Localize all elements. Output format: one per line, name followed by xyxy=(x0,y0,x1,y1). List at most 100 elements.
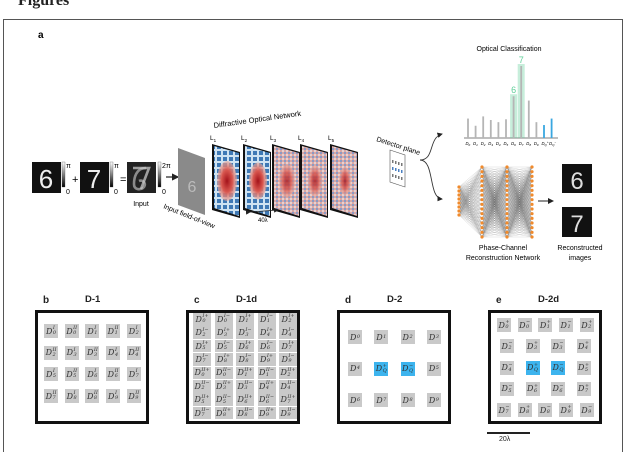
detector-cell: D I− 9 xyxy=(279,353,297,366)
cell-label: D xyxy=(194,408,201,418)
cell-subscript: 9 xyxy=(287,412,291,419)
panel-e-title: D-2d xyxy=(538,294,560,305)
cell-label: D xyxy=(349,332,357,342)
cell-label: D xyxy=(215,381,223,391)
cell-subscript: 5 xyxy=(202,345,206,352)
cell-subscript: 6 xyxy=(94,373,98,380)
cell-superscript: II xyxy=(93,390,98,397)
cell-subscript: 9 xyxy=(567,409,571,416)
detector-cell: D II− 7 xyxy=(193,406,211,420)
reconstructed-image-6: 6 xyxy=(562,164,592,195)
cell-superscript: + xyxy=(505,319,510,325)
detector-cell: D II 5 xyxy=(64,367,79,382)
cell-subscript: 7 xyxy=(505,409,509,416)
cell-superscript: II+ xyxy=(222,380,232,387)
cell-label: D xyxy=(215,408,223,418)
network-node xyxy=(457,189,461,193)
quadrature-detector-cell: D + Q xyxy=(525,360,540,375)
network-node xyxy=(505,174,509,178)
network-node xyxy=(505,212,509,216)
cell-label: D xyxy=(402,332,409,342)
cell-superscript: II xyxy=(52,346,57,353)
detector-cell: D I− 0 xyxy=(214,313,233,326)
cell-superscript: I+ xyxy=(266,353,274,360)
network-node xyxy=(505,170,509,174)
cell-label: D xyxy=(539,405,547,415)
cell-label: D xyxy=(526,363,534,373)
detector-cell: D −3 xyxy=(551,339,565,354)
input-fov-plane xyxy=(178,148,205,215)
cell-label: D xyxy=(501,341,508,351)
cell-superscript: II− xyxy=(201,407,210,414)
detector-cell: D +8 xyxy=(517,403,532,418)
detector-cell: D II− 3 xyxy=(236,380,254,393)
detector-cell: D II+ 6 xyxy=(236,393,254,406)
tick-label: D4 xyxy=(496,141,501,147)
cell-label: D xyxy=(428,395,436,405)
cell-label: D xyxy=(195,354,202,364)
recon-network-label: Phase-Channel xyxy=(479,245,528,252)
cell-subscript: Q xyxy=(559,366,564,373)
cell-label: D xyxy=(237,395,244,405)
cell-label: D xyxy=(402,395,409,405)
network-node xyxy=(505,165,509,169)
cell-superscript: II+ xyxy=(287,366,296,373)
cell-label: D xyxy=(108,391,115,401)
detector-layout-D-2d xyxy=(488,310,602,424)
cell-subscript: 8 xyxy=(244,412,248,419)
detector-cell: D I+ 1 xyxy=(236,313,254,326)
cell-label: D xyxy=(281,314,288,324)
recon-network-label: Reconstruction Network xyxy=(466,255,541,262)
network-node xyxy=(480,198,484,202)
cell-subscript: 7 xyxy=(201,412,205,419)
cell-subscript: 7 xyxy=(584,387,589,394)
bar-D0 xyxy=(467,118,469,138)
cell-label: D xyxy=(216,354,224,364)
network-node xyxy=(505,207,509,211)
detector-cell: D I− 5 xyxy=(214,339,233,353)
cell-label: D xyxy=(195,328,202,338)
network-node xyxy=(457,209,461,213)
cell-superscript: + xyxy=(546,319,551,325)
cell-label: D xyxy=(501,363,508,373)
cell-label: D xyxy=(108,348,115,358)
recon-images-label: images xyxy=(569,255,592,262)
cell-subscript: 3 xyxy=(245,331,249,338)
network-node xyxy=(530,216,534,220)
cell-superscript: + xyxy=(584,382,590,389)
detector-layout-D-1 xyxy=(35,310,149,424)
cell-subscript: 9 xyxy=(135,395,139,402)
peak-label-7: 7 xyxy=(519,55,524,65)
cell-subscript: 0 xyxy=(356,333,361,340)
fov-digit: 6 xyxy=(188,179,197,196)
cell-subscript: 5 xyxy=(222,398,227,405)
cell-label: D xyxy=(45,391,52,401)
panel-d-title: D-2 xyxy=(387,294,403,305)
detector-cell: D II 0 xyxy=(64,324,79,338)
reconstructed-image-7: 7 xyxy=(562,207,592,238)
cell-label: D xyxy=(87,326,94,336)
detector-cell: D I− 8 xyxy=(236,353,254,366)
cell-subscript: 0 xyxy=(222,371,227,378)
detector-cell: D II 9 xyxy=(126,389,141,404)
tick-label: D1 xyxy=(473,141,478,147)
detector-cell: D +7 xyxy=(576,381,591,396)
cell-superscript: I− xyxy=(266,340,274,347)
phase-colorbar xyxy=(61,161,66,188)
cell-label: D xyxy=(215,368,223,378)
cell-superscript: II− xyxy=(287,407,296,414)
cell-subscript: 4 xyxy=(288,331,292,338)
cell-superscript: II xyxy=(52,390,57,397)
cell-subscript: 3 xyxy=(223,331,228,338)
network-node xyxy=(457,205,461,209)
network-node xyxy=(530,198,534,202)
detector-cell: D I− 3 xyxy=(236,326,254,339)
cell-superscript: + xyxy=(584,340,590,347)
cell-superscript: − xyxy=(508,382,513,389)
cell-label: D xyxy=(45,348,52,358)
cell-subscript: 9 xyxy=(435,396,439,403)
detector-cell: D II− 2 xyxy=(193,380,211,393)
